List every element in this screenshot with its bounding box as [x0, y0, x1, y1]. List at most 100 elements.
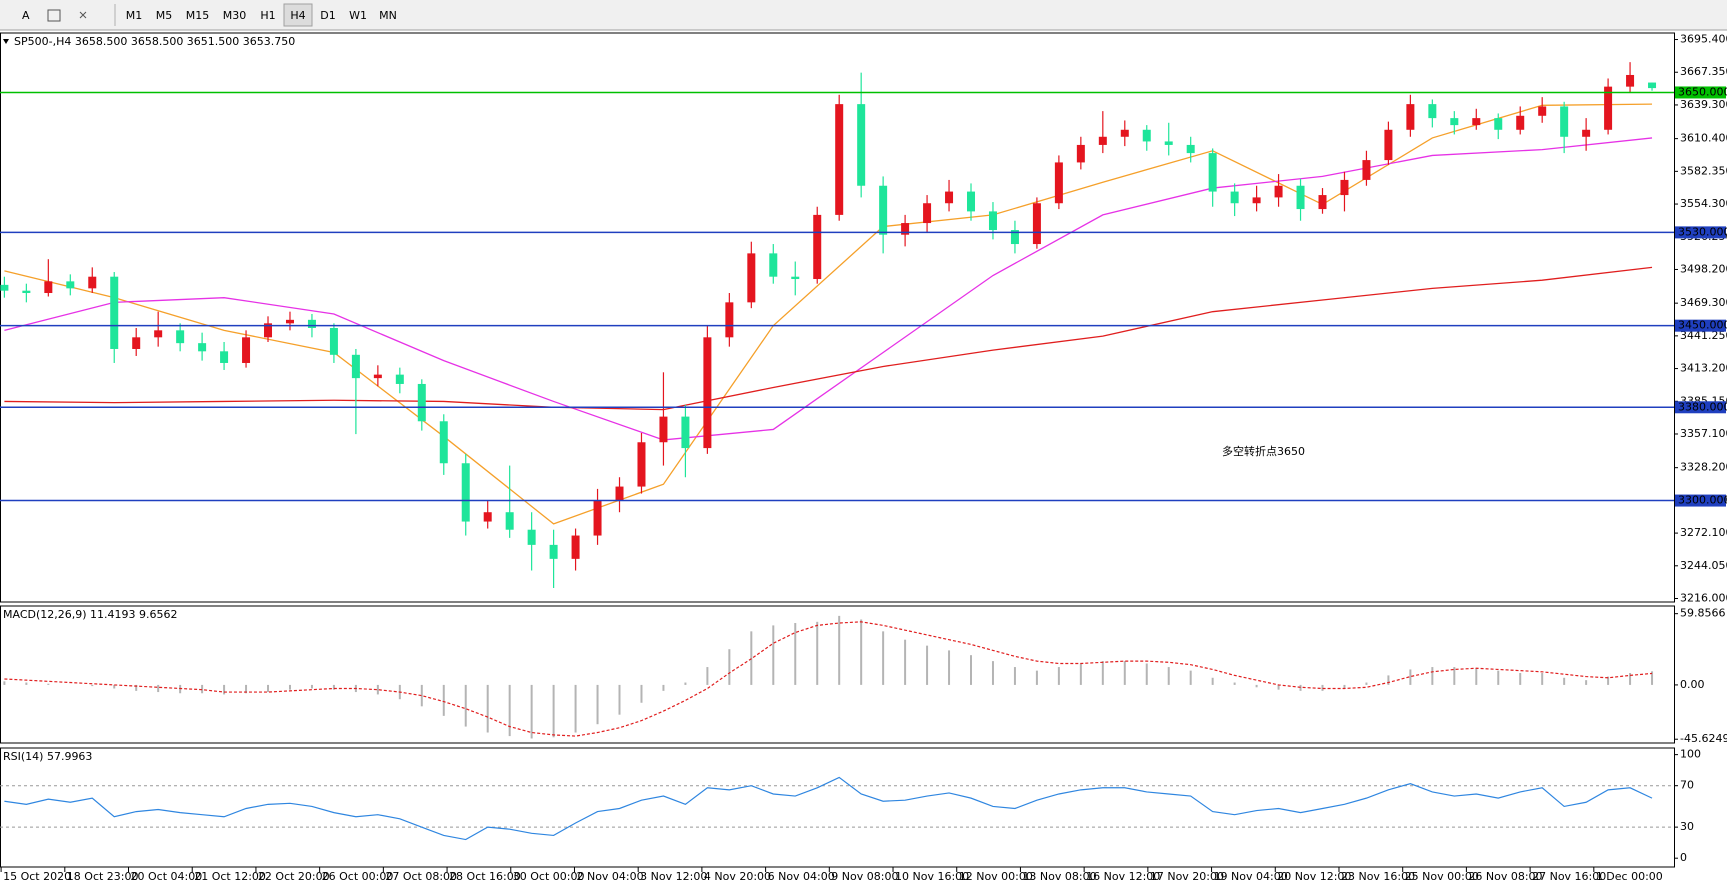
y-tick-label: 3413.200 — [1680, 362, 1727, 375]
candle-body — [395, 374, 404, 384]
x-tick-label: 27 Oct 08:00 — [385, 870, 457, 883]
y-tick-label: 0.00 — [1680, 678, 1705, 691]
candle-body — [1516, 115, 1525, 130]
timeframe-button[interactable]: D1 — [320, 9, 335, 22]
level-label: 3530.000 — [1678, 225, 1727, 238]
x-tick-label: 27 Nov 16:00 — [1532, 870, 1606, 883]
candle-body — [879, 185, 888, 235]
candle-body — [176, 330, 185, 344]
moving-average — [4, 266, 1653, 411]
x-tick-label: 1 Dec 00:00 — [1596, 870, 1663, 883]
candle-body — [417, 383, 426, 422]
candle-body — [1142, 129, 1151, 142]
y-tick-label: 3272.100 — [1680, 526, 1727, 539]
candle-body — [1648, 82, 1657, 89]
timeframe-button[interactable]: H1 — [260, 9, 275, 22]
candle-body — [154, 330, 163, 338]
candle-body — [1472, 118, 1481, 126]
candle-body — [1208, 153, 1217, 192]
tool-button[interactable]: A — [22, 9, 30, 22]
timeframe-button[interactable]: W1 — [349, 9, 367, 22]
x-tick-label: 18 Oct 23:00 — [67, 870, 139, 883]
candle-body — [198, 343, 207, 352]
candle-body — [220, 351, 229, 363]
candle-body — [923, 203, 932, 224]
candle-body — [1054, 162, 1063, 204]
candle-body — [1164, 141, 1173, 145]
candle-body — [857, 104, 866, 186]
x-tick-label: 15 Oct 2020 — [3, 870, 71, 883]
macd-signal — [4, 621, 1653, 737]
candle-body — [439, 421, 448, 464]
title-marker — [3, 39, 9, 44]
candle-body — [1010, 230, 1019, 245]
timeframe-button[interactable]: M15 — [186, 9, 210, 22]
y-tick-label: 3639.300 — [1680, 98, 1727, 111]
candle-body — [945, 191, 954, 204]
level-label-box — [1675, 226, 1726, 239]
candle-body — [615, 486, 624, 501]
timeframe-button[interactable]: MN — [379, 9, 397, 22]
candle-body — [44, 281, 53, 294]
candle-body — [1340, 179, 1349, 196]
level-label-box — [1675, 494, 1726, 507]
candle-body — [791, 276, 800, 280]
candle-body — [835, 104, 844, 215]
candle-body — [1252, 197, 1261, 204]
candle-body — [637, 442, 646, 487]
tool-icon[interactable] — [47, 9, 61, 22]
y-tick-label: 3357.100 — [1680, 427, 1727, 440]
candle-body — [1230, 191, 1239, 204]
panel-title: RSI(14) 57.9963 — [3, 750, 92, 763]
candle-body — [1032, 203, 1041, 245]
candle-body — [329, 327, 338, 355]
x-tick-label: 22 Oct 20:00 — [258, 870, 330, 883]
candle-body — [285, 319, 294, 324]
x-tick-label: 13 Nov 08:00 — [1022, 870, 1096, 883]
y-tick-label: 30 — [1680, 820, 1694, 833]
timeframe-button[interactable]: M30 — [223, 9, 247, 22]
candle-body — [681, 416, 690, 449]
tool-icon[interactable] — [79, 11, 87, 19]
x-tick-label: 30 Oct 00:00 — [513, 870, 585, 883]
candle-body — [988, 211, 997, 231]
candle-body — [901, 223, 910, 235]
candle-body — [1582, 129, 1591, 137]
candle-body — [88, 276, 97, 289]
panel-title: SP500-,H4 3658.500 3658.500 3651.500 365… — [14, 35, 295, 48]
x-tick-label: 6 Nov 04:00 — [768, 870, 835, 883]
panel-title: MACD(12,26,9) 11.4193 9.6562 — [3, 608, 178, 621]
y-tick-label: -45.6249 — [1680, 732, 1727, 745]
candle-body — [1494, 118, 1503, 130]
x-tick-label: 4 Nov 20:00 — [704, 870, 771, 883]
candle-body — [1626, 74, 1635, 87]
level-label-box — [1675, 401, 1726, 414]
candle-body — [1274, 185, 1283, 198]
candle-body — [527, 529, 536, 545]
timeframe-button[interactable]: M5 — [156, 9, 173, 22]
y-tick-label: 3441.250 — [1680, 329, 1727, 342]
y-tick-label: 3498.200 — [1680, 262, 1727, 275]
candle-body — [132, 337, 141, 349]
rsi-line — [4, 776, 1653, 841]
panel-frame — [0, 747, 1675, 868]
x-tick-label: 25 Nov 00:00 — [1405, 870, 1479, 883]
candle-body — [1538, 106, 1547, 116]
candle-body — [1120, 129, 1129, 137]
moving-average — [4, 137, 1653, 441]
timeframe-button[interactable]: H4 — [290, 9, 305, 22]
candle-body — [373, 374, 382, 379]
candle-body — [1406, 104, 1415, 130]
candle-body — [0, 284, 9, 291]
level-label-box — [1675, 319, 1726, 332]
level-label: 3300.000 — [1678, 494, 1727, 507]
candle-body — [110, 276, 119, 349]
x-tick-label: 10 Nov 16:00 — [895, 870, 969, 883]
y-tick-label: 59.8566 — [1680, 607, 1726, 620]
candle-body — [1098, 136, 1107, 145]
x-tick-label: 26 Nov 08:00 — [1468, 870, 1542, 883]
candle-body — [549, 544, 558, 559]
timeframe-button[interactable]: M1 — [126, 9, 143, 22]
x-tick-label: 12 Nov 00:00 — [959, 870, 1033, 883]
